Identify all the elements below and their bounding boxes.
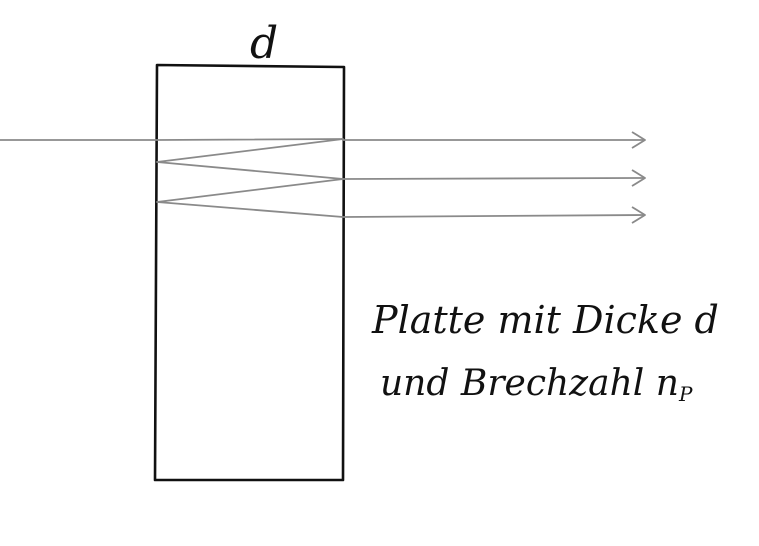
arrowhead-1 — [631, 131, 646, 149]
caption-line-1: Platte mit Dicke d — [371, 298, 719, 342]
thickness-label: d — [250, 18, 278, 69]
arrowhead-3 — [631, 206, 646, 224]
transmitted-ray-2 — [342, 177, 645, 180]
caption-line-2: und Brechzahl n — [380, 363, 679, 404]
caption-line-2-group: und Brechzahl nP — [380, 363, 693, 406]
arrowhead-2 — [631, 169, 646, 187]
transmitted-ray-3 — [342, 214, 645, 218]
caption-subscript: P — [678, 382, 693, 406]
plate-outline — [153, 63, 346, 482]
internal-reflection-path — [156, 138, 344, 218]
